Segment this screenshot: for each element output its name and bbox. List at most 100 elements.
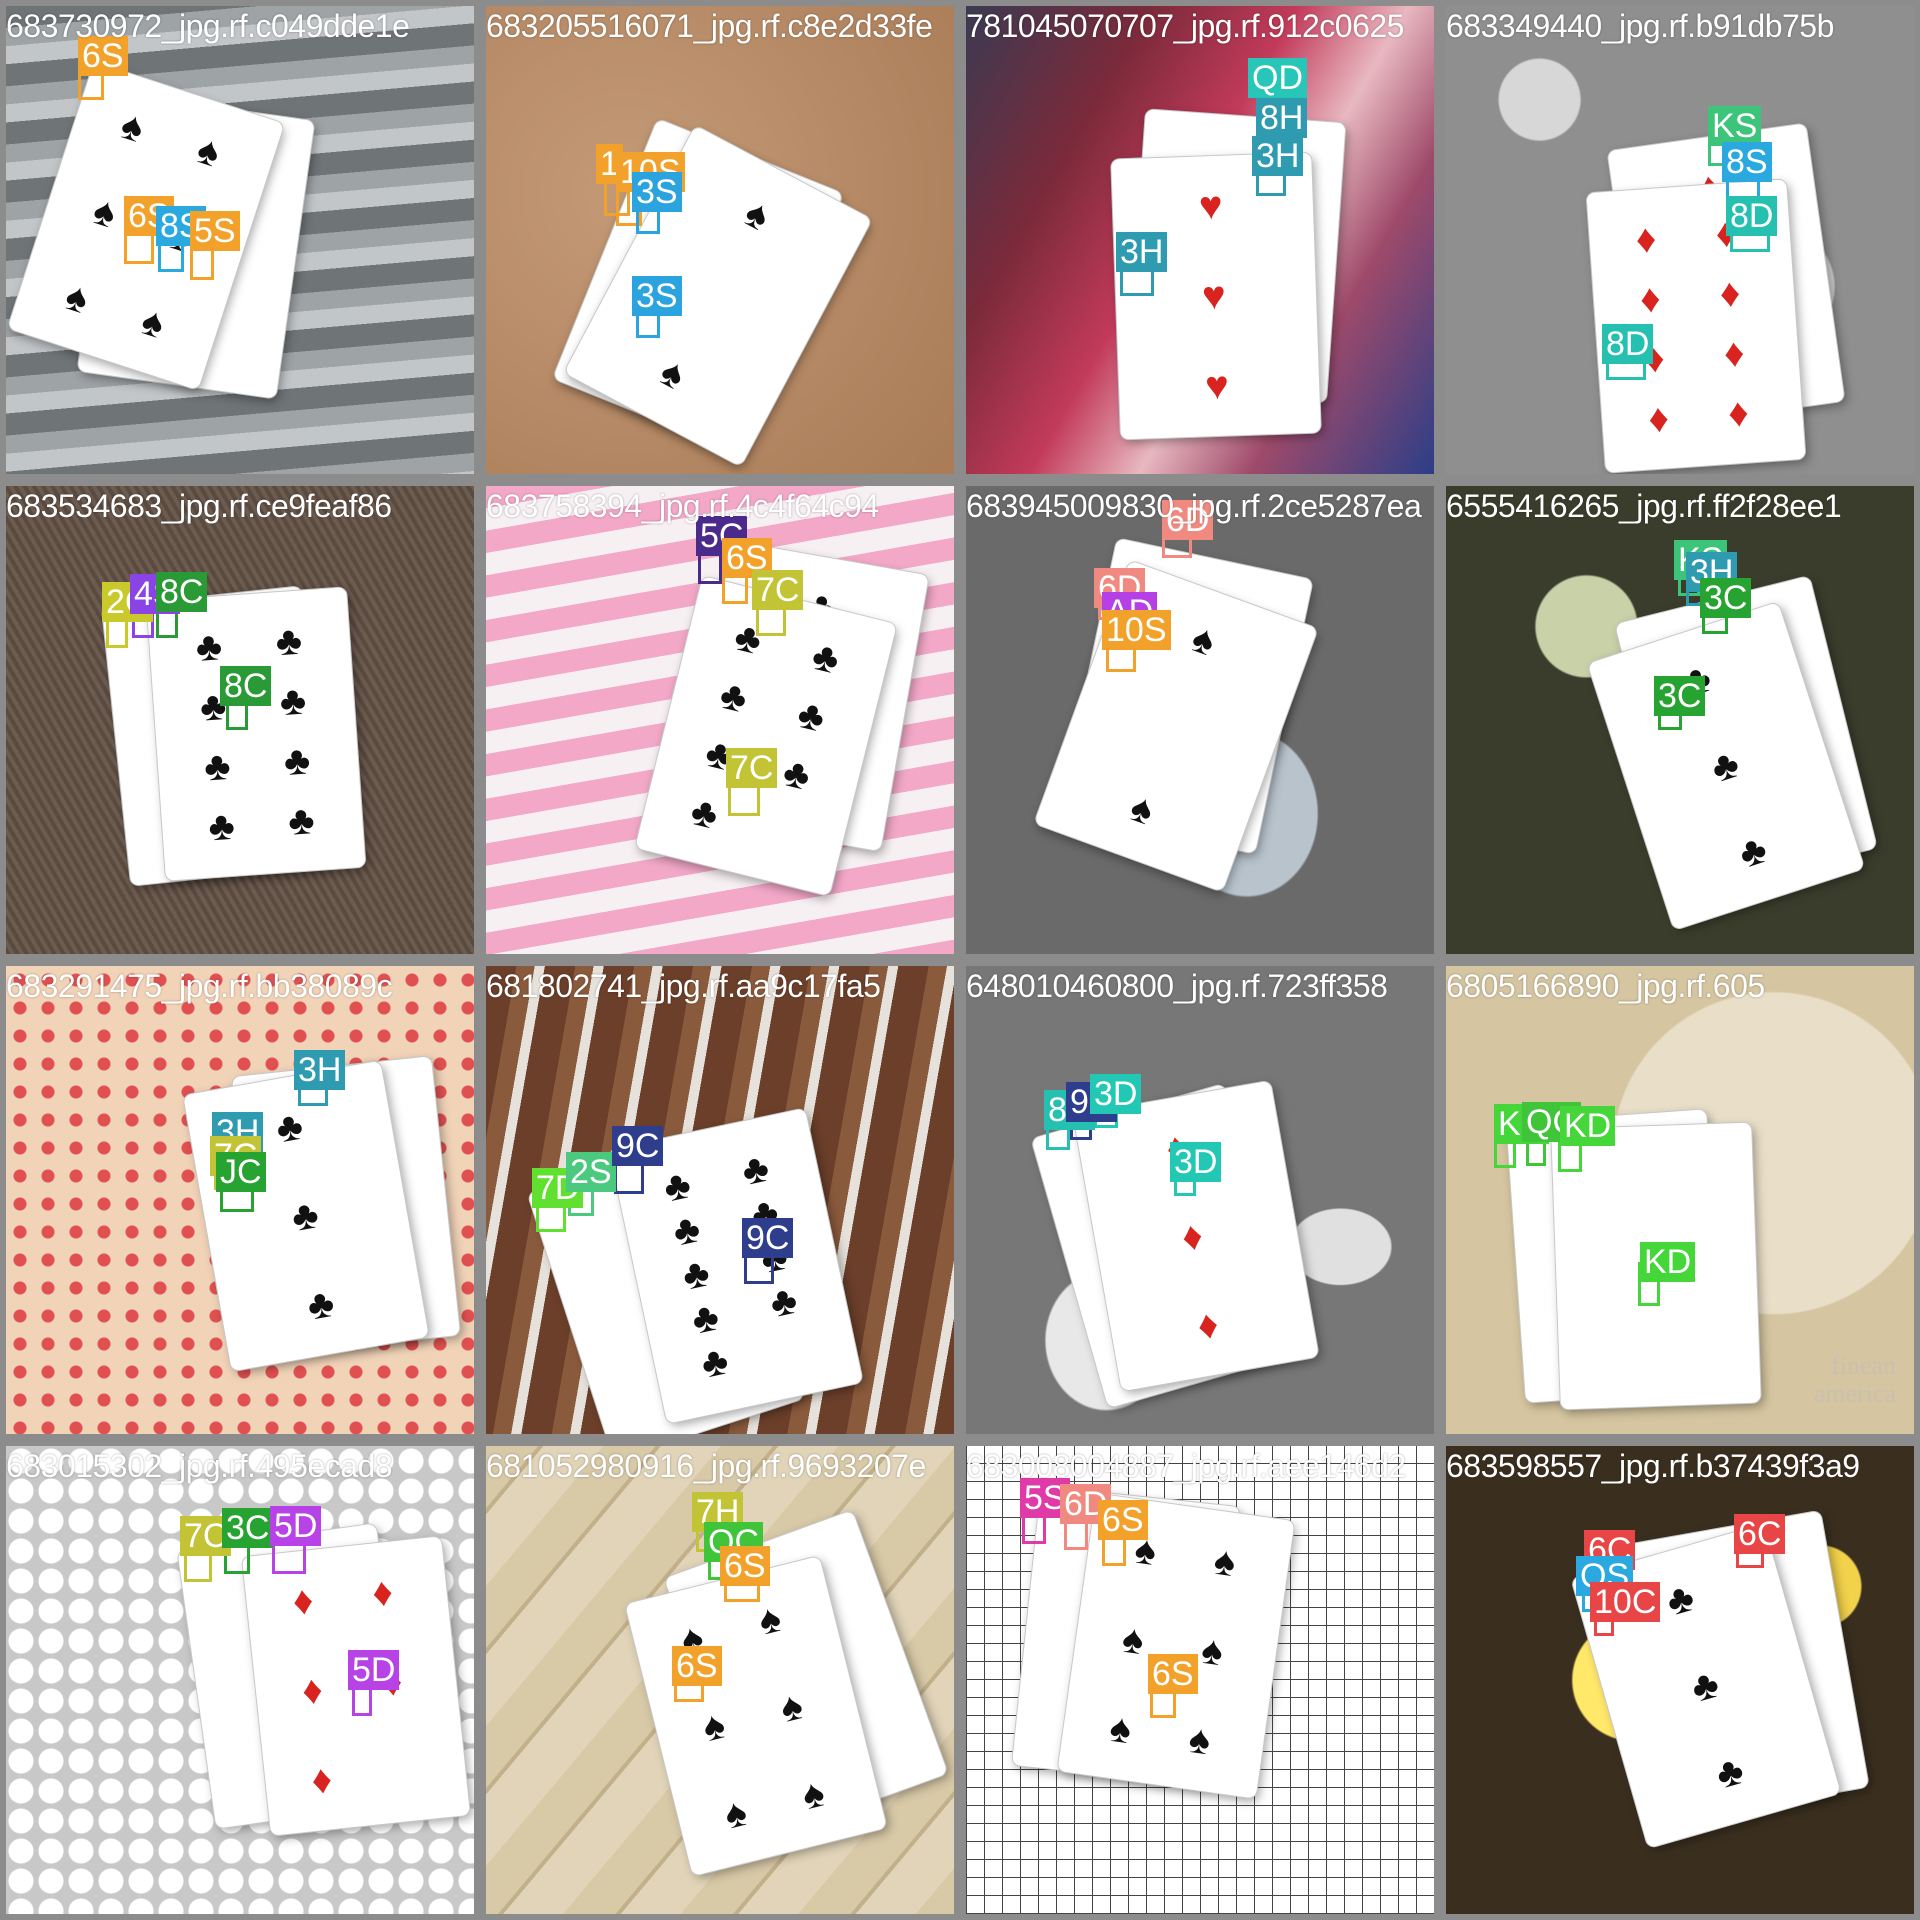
detection-label: 5D — [348, 1650, 400, 1690]
detection-label: 3H — [1252, 136, 1304, 176]
detection-label: 6S — [78, 36, 128, 76]
suit-pip-icon: ♠ — [1198, 1627, 1226, 1675]
suit-pip-icon: ♣ — [282, 738, 312, 784]
detection-label: 6S — [1148, 1654, 1198, 1694]
detection-label: 6D — [1162, 500, 1214, 540]
detection-label: 8C — [220, 666, 272, 706]
suit-pip-icon: ♠ — [136, 298, 171, 347]
suit-pip-icon: ♠ — [1106, 1705, 1135, 1752]
image-tile: 683534683_jpg.rf.ce9feaf86♣♣♣♣♣♣♣♣♣♣2C4S… — [0, 480, 480, 960]
suit-pip-icon: ♠ — [653, 349, 693, 398]
detection-label: 3C — [1654, 676, 1706, 716]
detection-label: KS — [1708, 106, 1762, 146]
image-tile: 683008004887_jpg.rf.aee146d2♠♠♠♠♠♠♠♠5S6D… — [960, 1440, 1440, 1920]
detection-label: 10S — [1102, 610, 1171, 650]
suit-pip-icon: ♠ — [1211, 1539, 1239, 1586]
suit-pip-icon: ♠ — [719, 1789, 752, 1838]
suit-pip-icon: ♦ — [309, 1756, 335, 1803]
tile-filename: 648010460800_jpg.rf.723ff358 — [966, 968, 1388, 1004]
suit-pip-icon: ♠ — [754, 1596, 786, 1645]
tile-filename: 681052980916_jpg.rf.9693207e — [486, 1448, 926, 1484]
suit-pip-icon: ♣ — [686, 788, 723, 838]
detection-label: 5S — [190, 211, 240, 251]
tile-filename: 683291475_jpg.rf.bb38089c — [6, 968, 393, 1004]
detection-label: 6S — [672, 1646, 722, 1686]
detection-label: 3H — [1116, 232, 1168, 272]
image-tile: 683945009830_jpg.rf.2ce5287ea♦♦♦♦♦♦♠♠6D6… — [960, 480, 1440, 960]
tile-filename: 683758394_jpg.rf.4c4f64c94 — [486, 488, 879, 524]
suit-pip-icon: ♣ — [1705, 741, 1745, 792]
suit-pip-icon: ♥ — [1201, 273, 1227, 319]
suit-pip-icon: ♣ — [286, 797, 316, 844]
image-tile: 6805166890_jpg.rf.605♦♦KDQCKDKDfineaname… — [1440, 960, 1920, 1440]
tile-filename: 683008004887_jpg.rf.aee146d2 — [966, 1448, 1406, 1484]
suit-pip-icon: ♣ — [738, 1145, 774, 1195]
image-tile: 681802741_jpg.rf.aa9c17fa5♣♣♣♣♣♣♣♣♣♣♣7D2… — [480, 960, 960, 1440]
suit-pip-icon: ♣ — [272, 1103, 307, 1152]
detection-label: KD — [1640, 1242, 1696, 1282]
suit-pip-icon: ♦ — [370, 1570, 396, 1617]
suit-pip-icon: ♣ — [303, 1280, 338, 1329]
tile-filename: 681802741_jpg.rf.aa9c17fa5 — [486, 968, 881, 1004]
image-tile: 683291475_jpg.rf.bb38089c♥♣♣♣3H3H7CJC — [0, 960, 480, 1440]
suit-pip-icon: ♣ — [202, 743, 232, 790]
suit-pip-icon: ♠ — [775, 1683, 808, 1732]
suit-pip-icon: ♣ — [274, 619, 304, 665]
suit-pip-icon: ♠ — [1119, 1616, 1147, 1664]
image-tile: 681052980916_jpg.rf.9693207e♠♠♠♠♠♠♠♠7HQC… — [480, 1440, 960, 1920]
detection-label: 5D — [270, 1506, 322, 1546]
suit-pip-icon: ♦ — [1193, 1301, 1222, 1349]
suit-pip-icon: ♣ — [1733, 826, 1773, 877]
tile-filename: 683598557_jpg.rf.b37439f3a9 — [1446, 1448, 1860, 1484]
suit-pip-icon: ♣ — [1686, 1661, 1724, 1712]
image-tile: 6555416265_jpg.rf.ff2f28ee1♣♣♣♣♣♣KS3H3C3… — [1440, 480, 1920, 960]
suit-pip-icon: ♦ — [1638, 276, 1662, 322]
playing-card: ♥ ♥ ♥ — [1111, 152, 1321, 440]
detection-label: 9C — [612, 1126, 664, 1166]
tile-filename: 683534683_jpg.rf.ce9feaf86 — [6, 488, 392, 524]
suit-pip-icon: ♠ — [1185, 616, 1221, 665]
playing-card: ♣ ♣ ♣ ♣ ♣ ♣ ♣ ♣ — [146, 587, 366, 881]
detection-label: 6S — [720, 1546, 770, 1586]
suit-pip-icon: ♥ — [1204, 363, 1230, 409]
suit-pip-icon: ♠ — [698, 1702, 730, 1751]
suit-pip-icon: ♣ — [778, 749, 815, 799]
suit-pip-icon: ♠ — [1124, 784, 1160, 834]
suit-pip-icon: ♣ — [793, 691, 830, 741]
suit-pip-icon: ♣ — [1661, 1575, 1700, 1625]
detection-label: 8S — [1722, 142, 1772, 182]
detection-label: 3C — [1700, 578, 1752, 618]
image-tile: 683730972_jpg.rf.c049dde1e♠♠♠♠♠♠♠♠♠6S6S8… — [0, 0, 480, 480]
image-tile: 648010460800_jpg.rf.723ff358♦♦♦♦♦8D9D3D3… — [960, 960, 1440, 1440]
suit-pip-icon: ♠ — [1186, 1716, 1214, 1764]
suit-pip-icon: ♠ — [115, 103, 150, 152]
suit-pip-icon: ♠ — [191, 127, 226, 177]
detection-label: 9C — [742, 1218, 794, 1258]
suit-pip-icon: ♣ — [697, 1337, 733, 1387]
detection-label: 8D — [1602, 324, 1654, 364]
suit-pip-icon: ♣ — [669, 1206, 705, 1255]
suit-pip-icon: ♣ — [766, 1277, 801, 1326]
suit-pip-icon: ♠ — [797, 1770, 829, 1818]
detection-label: 8C — [156, 572, 208, 612]
detection-label: 6C — [1734, 1514, 1786, 1554]
suit-pip-icon: ♠ — [60, 273, 94, 323]
suit-pip-icon: ♥ — [1198, 184, 1224, 229]
suit-pip-icon: ♣ — [687, 1294, 723, 1343]
suit-pip-icon: ♦ — [1178, 1213, 1207, 1261]
detection-label: 3S — [632, 172, 682, 212]
suit-pip-icon: ♣ — [659, 1162, 695, 1212]
suit-pip-icon: ♦ — [290, 1578, 316, 1625]
detection-label: 8H — [1256, 98, 1308, 138]
suit-pip-icon: ♣ — [194, 624, 224, 671]
tile-filename: 6805166890_jpg.rf.605 — [1446, 968, 1765, 1004]
suit-pip-icon: ♣ — [715, 672, 752, 722]
detection-label: 7C — [726, 748, 778, 788]
detection-label: 6S — [1098, 1500, 1148, 1540]
suit-pip-icon: ♣ — [288, 1192, 322, 1241]
detection-label: 3S — [632, 276, 682, 316]
suit-pip-icon: ♦ — [1722, 330, 1746, 376]
watermark-text: finean america — [1813, 1351, 1896, 1408]
